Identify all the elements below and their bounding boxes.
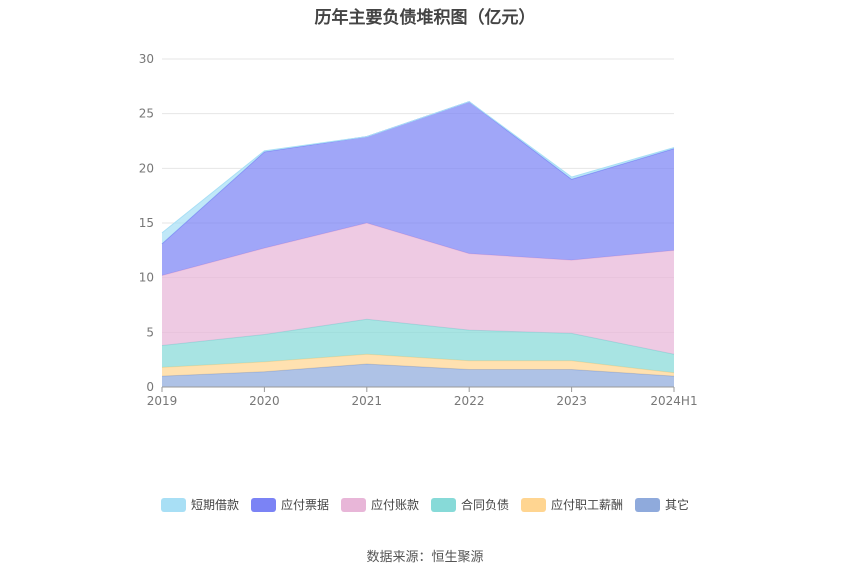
legend-item[interactable]: 合同负债 <box>431 496 509 513</box>
y-tick-label: 30 <box>139 52 154 66</box>
legend-label: 应付票据 <box>280 498 329 512</box>
legend-label: 应付职工薪酬 <box>551 498 624 512</box>
y-tick-label: 5 <box>146 325 154 339</box>
legend-swatch <box>340 497 366 512</box>
chart-title: 历年主要负债堆积图（亿元） <box>314 8 536 28</box>
legend-swatch <box>635 497 661 512</box>
legend-item[interactable]: 应付票据 <box>250 496 329 513</box>
y-tick-label: 20 <box>139 161 154 175</box>
stacked-area-chart: 0 5 10 15 20 25 30 2019 2020 2021 2022 2023 2024H1 <box>139 52 698 408</box>
y-tick-label: 10 <box>139 271 154 285</box>
x-tick-label: 2024H1 <box>650 394 697 408</box>
legend-swatch <box>431 497 456 512</box>
legend-label: 合同负债 <box>461 498 510 512</box>
area-应付账款 <box>162 223 674 355</box>
legend-item[interactable]: 应付职工薪酬 <box>521 496 623 513</box>
x-tick-label: 2023 <box>556 394 587 408</box>
x-tick-label: 2019 <box>147 394 178 408</box>
chart-legend: 短期借款 应付票据 应付账款 合同负债 应付职工薪酬 其它 <box>0 496 850 513</box>
x-tick-label: 2022 <box>454 394 485 408</box>
legend-label: 短期借款 <box>190 498 239 512</box>
area-应付票据 <box>162 101 674 276</box>
y-tick-label: 0 <box>146 380 154 394</box>
legend-swatch <box>160 497 186 512</box>
legend-item[interactable]: 其它 <box>635 496 689 513</box>
y-tick-label: 15 <box>139 216 154 230</box>
legend-item[interactable]: 短期借款 <box>160 496 239 513</box>
legend-label: 其它 <box>665 498 690 512</box>
area-应付职工薪酬 <box>162 354 674 377</box>
x-tick-label: 2020 <box>249 394 280 408</box>
legend-swatch <box>521 497 547 512</box>
legend-item[interactable]: 应付账款 <box>340 496 419 513</box>
data-source: 数据来源：恒生聚源 <box>366 550 484 565</box>
y-tick-label: 25 <box>139 107 154 121</box>
legend-swatch <box>250 497 276 512</box>
legend-label: 应付账款 <box>370 498 419 512</box>
area-line-短期借款 <box>161 101 675 234</box>
x-tick-label: 2021 <box>352 394 383 408</box>
